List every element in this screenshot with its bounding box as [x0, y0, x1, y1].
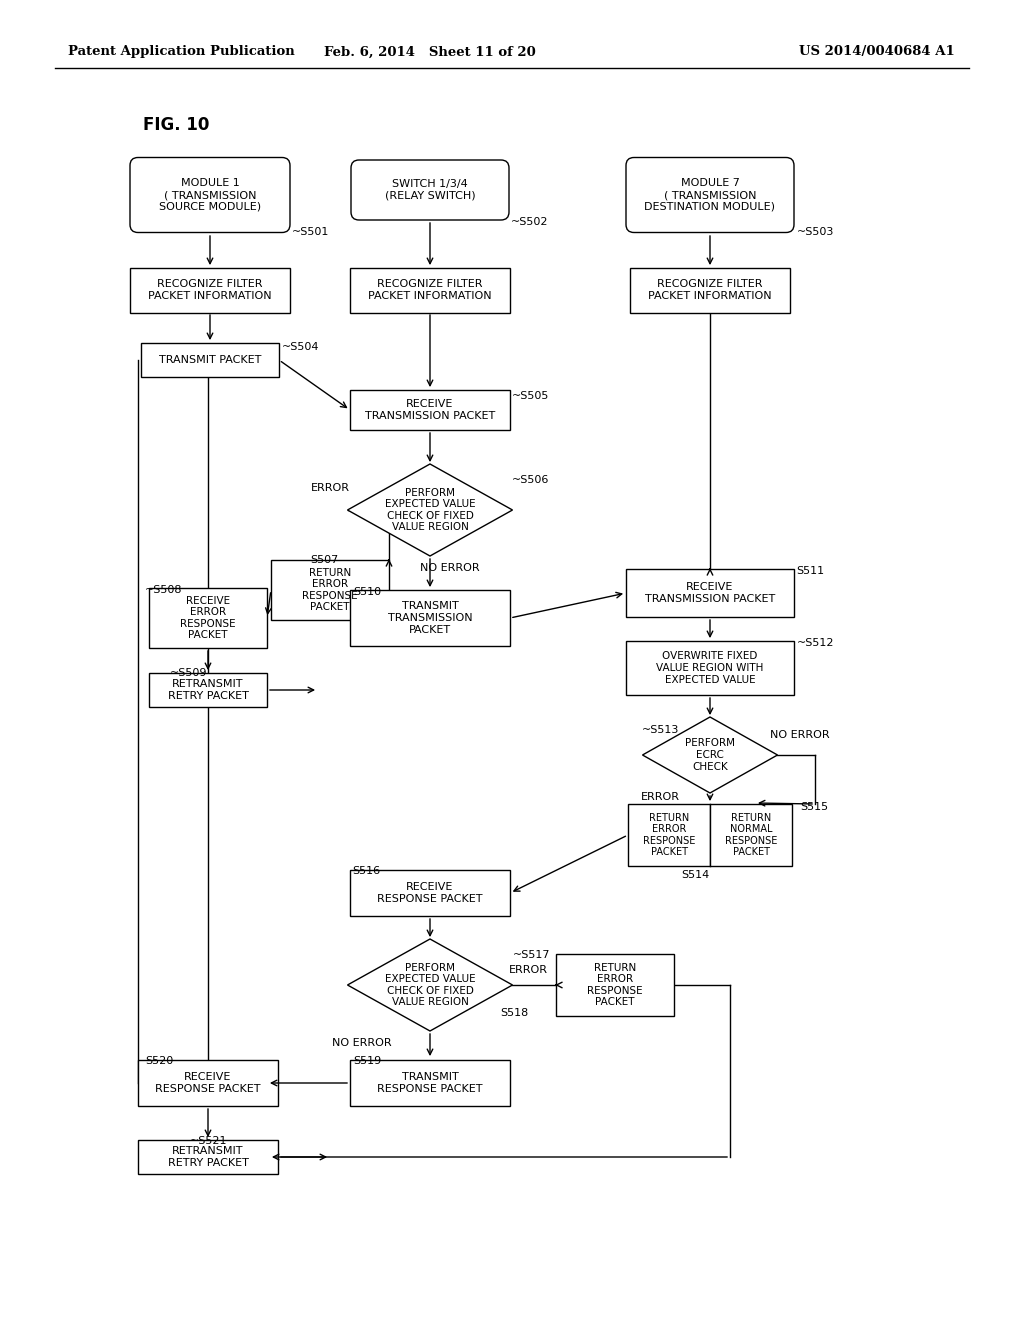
Bar — [626, 569, 794, 616]
Text: ~S508: ~S508 — [145, 585, 182, 595]
Text: Feb. 6, 2014   Sheet 11 of 20: Feb. 6, 2014 Sheet 11 of 20 — [325, 45, 536, 58]
Text: MODULE 7
( TRANSMISSION
DESTINATION MODULE): MODULE 7 ( TRANSMISSION DESTINATION MODU… — [644, 178, 775, 211]
Text: RETRANSMIT
RETRY PACKET: RETRANSMIT RETRY PACKET — [168, 680, 249, 701]
Text: NO ERROR: NO ERROR — [770, 730, 829, 741]
Bar — [630, 268, 790, 313]
Text: TRANSMIT PACKET: TRANSMIT PACKET — [159, 355, 261, 366]
FancyBboxPatch shape — [130, 157, 290, 232]
Text: ~S504: ~S504 — [282, 342, 319, 352]
Text: RECEIVE
ERROR
RESPONSE
PACKET: RECEIVE ERROR RESPONSE PACKET — [180, 595, 236, 640]
Text: RECEIVE
RESPONSE PACKET: RECEIVE RESPONSE PACKET — [156, 1072, 261, 1094]
Text: RETURN
ERROR
RESPONSE
PACKET: RETURN ERROR RESPONSE PACKET — [587, 962, 643, 1007]
Text: ERROR: ERROR — [509, 965, 548, 975]
Text: S520: S520 — [145, 1056, 173, 1067]
Bar — [710, 804, 792, 866]
Text: RECEIVE
TRANSMISSION PACKET: RECEIVE TRANSMISSION PACKET — [645, 582, 775, 603]
Text: ~S509: ~S509 — [170, 668, 208, 678]
Text: S519: S519 — [353, 1056, 381, 1067]
Text: Patent Application Publication: Patent Application Publication — [68, 45, 295, 58]
Bar — [350, 870, 510, 916]
Bar — [271, 560, 389, 620]
Text: ~S521: ~S521 — [190, 1137, 227, 1146]
Bar — [350, 590, 510, 645]
Text: ~S513: ~S513 — [642, 725, 679, 735]
Text: RECOGNIZE FILTER
PACKET INFORMATION: RECOGNIZE FILTER PACKET INFORMATION — [369, 280, 492, 301]
Text: RECOGNIZE FILTER
PACKET INFORMATION: RECOGNIZE FILTER PACKET INFORMATION — [648, 280, 772, 301]
Text: RECOGNIZE FILTER
PACKET INFORMATION: RECOGNIZE FILTER PACKET INFORMATION — [148, 280, 271, 301]
Text: RETURN
NORMAL
RESPONSE
PACKET: RETURN NORMAL RESPONSE PACKET — [725, 813, 777, 858]
Text: RECEIVE
RESPONSE PACKET: RECEIVE RESPONSE PACKET — [377, 882, 482, 904]
Text: RECEIVE
TRANSMISSION PACKET: RECEIVE TRANSMISSION PACKET — [365, 399, 496, 421]
Text: TRANSMIT
TRANSMISSION
PACKET: TRANSMIT TRANSMISSION PACKET — [388, 602, 472, 635]
Text: RETURN
ERROR
RESPONSE
PACKET: RETURN ERROR RESPONSE PACKET — [302, 568, 357, 612]
Bar — [626, 642, 794, 696]
Text: ~S512: ~S512 — [797, 638, 835, 648]
Text: MODULE 1
( TRANSMISSION
SOURCE MODULE): MODULE 1 ( TRANSMISSION SOURCE MODULE) — [159, 178, 261, 211]
Text: OVERWRITE FIXED
VALUE REGION WITH
EXPECTED VALUE: OVERWRITE FIXED VALUE REGION WITH EXPECT… — [656, 651, 764, 685]
Text: FIG. 10: FIG. 10 — [143, 116, 209, 135]
Text: ~S503: ~S503 — [797, 227, 835, 238]
Polygon shape — [642, 717, 777, 793]
Text: SWITCH 1/3/4
(RELAY SWITCH): SWITCH 1/3/4 (RELAY SWITCH) — [385, 180, 475, 201]
Polygon shape — [347, 939, 512, 1031]
Text: S516: S516 — [352, 866, 380, 876]
FancyBboxPatch shape — [351, 160, 509, 220]
Text: RETURN
ERROR
RESPONSE
PACKET: RETURN ERROR RESPONSE PACKET — [643, 813, 695, 858]
Text: PERFORM
EXPECTED VALUE
CHECK OF FIXED
VALUE REGION: PERFORM EXPECTED VALUE CHECK OF FIXED VA… — [385, 487, 475, 532]
Text: NO ERROR: NO ERROR — [332, 1038, 392, 1048]
Bar — [130, 268, 290, 313]
Text: S515: S515 — [800, 803, 828, 812]
Text: US 2014/0040684 A1: US 2014/0040684 A1 — [800, 45, 955, 58]
Text: ERROR: ERROR — [310, 483, 349, 492]
Bar — [628, 804, 710, 866]
Text: ~S517: ~S517 — [513, 950, 551, 960]
Bar — [141, 343, 279, 378]
Text: RETRANSMIT
RETRY PACKET: RETRANSMIT RETRY PACKET — [168, 1146, 249, 1168]
Text: ~S502: ~S502 — [511, 216, 549, 227]
Text: PERFORM
EXPECTED VALUE
CHECK OF FIXED
VALUE REGION: PERFORM EXPECTED VALUE CHECK OF FIXED VA… — [385, 962, 475, 1007]
Bar — [556, 954, 674, 1016]
Text: PERFORM
ECRC
CHECK: PERFORM ECRC CHECK — [685, 738, 735, 772]
FancyBboxPatch shape — [626, 157, 794, 232]
Text: ~S506: ~S506 — [512, 475, 549, 484]
Polygon shape — [347, 465, 512, 556]
Bar — [350, 389, 510, 430]
Bar — [150, 587, 267, 648]
Bar — [138, 1140, 278, 1173]
Text: S507: S507 — [310, 554, 338, 565]
Text: NO ERROR: NO ERROR — [420, 564, 480, 573]
Text: S518: S518 — [500, 1008, 528, 1018]
Text: S510: S510 — [353, 587, 381, 597]
Text: ERROR: ERROR — [640, 792, 680, 803]
Bar — [150, 673, 267, 708]
Text: ~S505: ~S505 — [512, 391, 549, 401]
Text: ~S501: ~S501 — [292, 227, 330, 238]
Text: S511: S511 — [796, 566, 824, 576]
Text: TRANSMIT
RESPONSE PACKET: TRANSMIT RESPONSE PACKET — [377, 1072, 482, 1094]
Bar — [350, 268, 510, 313]
Bar — [138, 1060, 278, 1106]
Bar — [350, 1060, 510, 1106]
Text: S514: S514 — [681, 870, 710, 880]
